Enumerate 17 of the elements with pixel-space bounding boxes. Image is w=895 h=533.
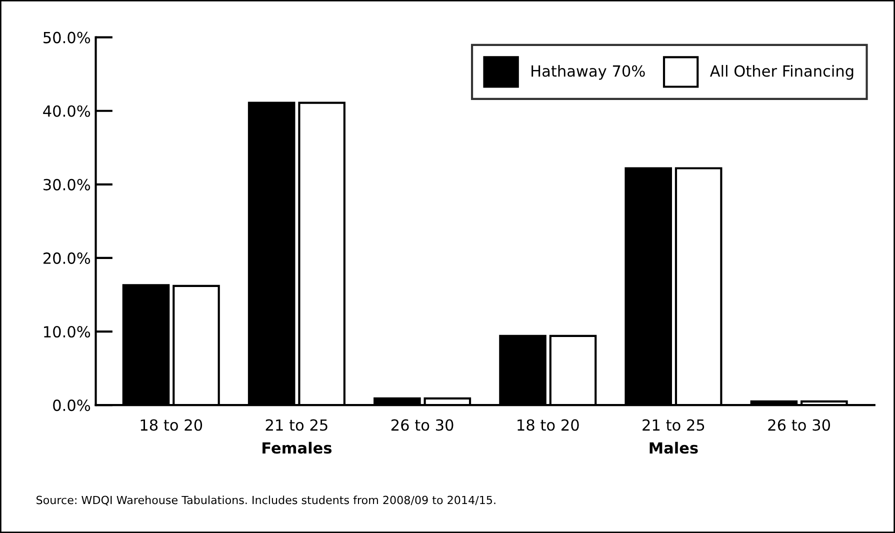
text: Males	[650, 442, 698, 454]
y-tick-label: 40.0%	[43, 105, 90, 117]
x-tick-label: 18 to 20	[518, 419, 579, 431]
x-tick-label: 26 to 30	[391, 419, 454, 431]
legend-label: All Other Financing	[710, 64, 854, 80]
x-tick-label: 26 to 30	[768, 419, 830, 431]
y-tick-label: 20.0%	[43, 252, 90, 264]
x-tick-label: 18 to 20	[140, 419, 202, 431]
y-tick-label: 10.0%	[44, 326, 90, 338]
x-tick-label: 21 to 25	[266, 419, 328, 431]
y-tick-label: 0.0%	[53, 400, 90, 412]
legend-label: Hathaway 70%	[532, 64, 645, 80]
y-tick-label: 30.0%	[44, 178, 90, 190]
text: Females	[262, 442, 332, 454]
y-tick-label: 50.0%	[44, 32, 90, 44]
x-tick-label: 21 to 25	[642, 419, 704, 431]
source-note: Source: WDQI Warehouse Tabulations. Includes students from 2008/09 to 2014/15.	[36, 496, 496, 506]
